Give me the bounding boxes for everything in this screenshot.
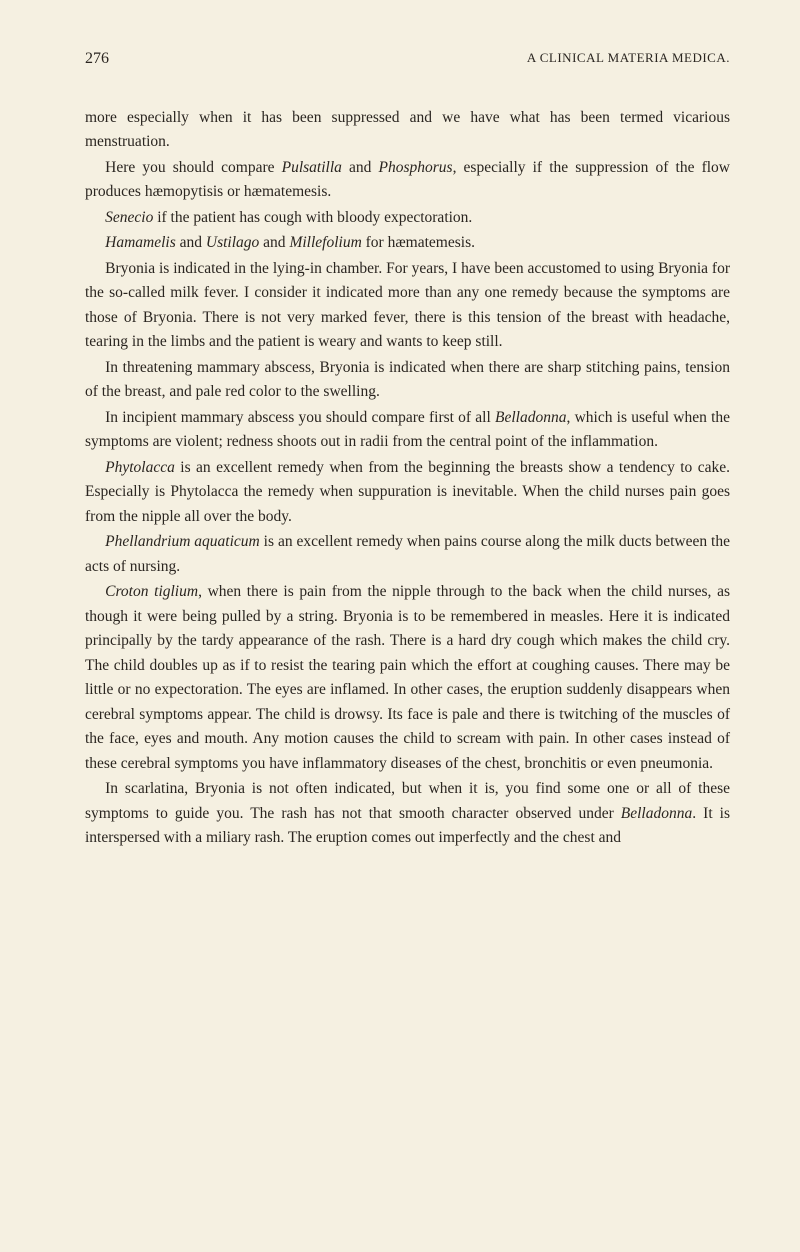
paragraph: Senecio if the patient has cough with bl…: [85, 206, 730, 230]
paragraph: In incipient mammary abscess you should …: [85, 406, 730, 455]
paragraph: Bryonia is indicated in the lying-in cha…: [85, 257, 730, 355]
paragraph: In threatening mammary abscess, Bryonia …: [85, 356, 730, 405]
paragraph: Phytolacca is an excellent remedy when f…: [85, 456, 730, 529]
paragraph: In scarlatina, Bryonia is not often indi…: [85, 777, 730, 850]
running-title: A CLINICAL MATERIA MEDICA.: [527, 50, 730, 68]
body-text: more especially when it has been suppres…: [85, 106, 730, 851]
paragraph: Croton tiglium, when there is pain from …: [85, 580, 730, 776]
paragraph: Phellandrium aquaticum is an excellent r…: [85, 530, 730, 579]
paragraph: Here you should compare Pulsatilla and P…: [85, 156, 730, 205]
page-number: 276: [85, 50, 109, 68]
paragraph: Hamamelis and Ustilago and Millefolium f…: [85, 231, 730, 255]
paragraph: more especially when it has been suppres…: [85, 106, 730, 155]
page-header: 276 A CLINICAL MATERIA MEDICA.: [85, 50, 730, 68]
